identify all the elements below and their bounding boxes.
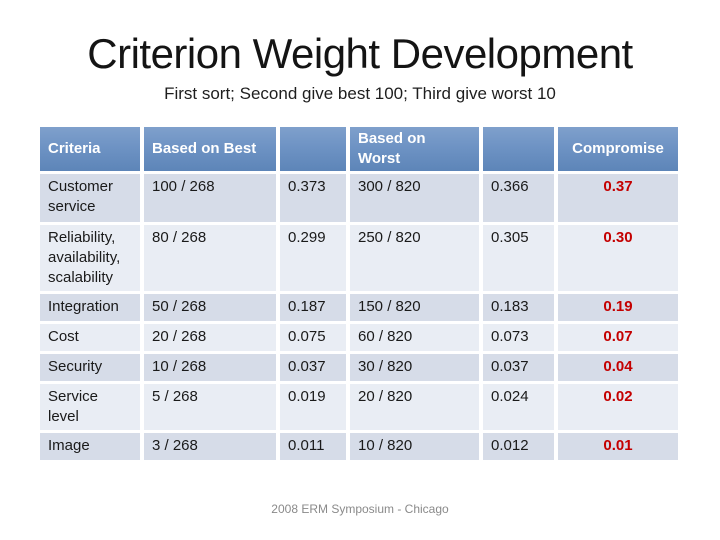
worst-ratio-cell: 0.037: [483, 354, 554, 381]
best-ratio-cell: 0.187: [280, 294, 346, 321]
worst-cell: 150 / 820: [350, 294, 479, 321]
best-ratio-cell: 0.037: [280, 354, 346, 381]
worst-cell: 20 / 820: [350, 384, 479, 430]
slide-footer: 2008 ERM Symposium - Chicago: [271, 502, 449, 516]
compromise-cell: 0.37: [558, 174, 678, 222]
header-based-on-best: Based on Best: [144, 127, 276, 171]
worst-ratio-cell: 0.366: [483, 174, 554, 222]
worst-cell: 30 / 820: [350, 354, 479, 381]
table-row-security: Security 10 / 268 0.037 30 / 820 0.037 0…: [40, 354, 678, 381]
criteria-cell: Service level: [40, 384, 140, 430]
table-row-service-level: Service level 5 / 268 0.019 20 / 820 0.0…: [40, 384, 678, 430]
header-based-on-worst: Based on Worst: [350, 127, 479, 171]
best-ratio-cell: 0.075: [280, 324, 346, 351]
best-ratio-cell: 0.019: [280, 384, 346, 430]
best-cell: 100 / 268: [144, 174, 276, 222]
best-cell: 50 / 268: [144, 294, 276, 321]
best-ratio-cell: 0.373: [280, 174, 346, 222]
slide-subtitle: First sort; Second give best 100; Third …: [164, 84, 556, 103]
slide-title: Criterion Weight Development: [87, 30, 633, 77]
compromise-cell: 0.19: [558, 294, 678, 321]
worst-cell: 300 / 820: [350, 174, 479, 222]
header-worst-ratio: [483, 127, 554, 171]
criteria-cell: Image: [40, 433, 140, 460]
table-header-row: Criteria Based on Best Based on Worst Co…: [40, 127, 678, 171]
compromise-cell: 0.30: [558, 225, 678, 291]
table-row-customer-service: Customer service 100 / 268 0.373 300 / 8…: [40, 174, 678, 222]
worst-ratio-cell: 0.073: [483, 324, 554, 351]
worst-cell: 10 / 820: [350, 433, 479, 460]
table-row-cost: Cost 20 / 268 0.075 60 / 820 0.073 0.07: [40, 324, 678, 351]
worst-ratio-cell: 0.183: [483, 294, 554, 321]
table-row-image: Image 3 / 268 0.011 10 / 820 0.012 0.01: [40, 433, 678, 460]
worst-cell: 60 / 820: [350, 324, 479, 351]
best-cell: 80 / 268: [144, 225, 276, 291]
worst-ratio-cell: 0.024: [483, 384, 554, 430]
best-cell: 3 / 268: [144, 433, 276, 460]
compromise-cell: 0.02: [558, 384, 678, 430]
worst-ratio-cell: 0.305: [483, 225, 554, 291]
best-cell: 10 / 268: [144, 354, 276, 381]
best-cell: 5 / 268: [144, 384, 276, 430]
worst-cell: 250 / 820: [350, 225, 479, 291]
criteria-cell: Reliability, availability, scalability: [40, 225, 140, 291]
compromise-cell: 0.04: [558, 354, 678, 381]
criteria-cell: Customer service: [40, 174, 140, 222]
header-criteria: Criteria: [40, 127, 140, 171]
best-ratio-cell: 0.011: [280, 433, 346, 460]
worst-ratio-cell: 0.012: [483, 433, 554, 460]
header-compromise: Compromise: [558, 127, 678, 171]
best-ratio-cell: 0.299: [280, 225, 346, 291]
compromise-cell: 0.01: [558, 433, 678, 460]
compromise-cell: 0.07: [558, 324, 678, 351]
criteria-cell: Security: [40, 354, 140, 381]
criterion-weight-table: Criteria Based on Best Based on Worst Co…: [36, 124, 682, 463]
table-row-integration: Integration 50 / 268 0.187 150 / 820 0.1…: [40, 294, 678, 321]
criteria-cell: Cost: [40, 324, 140, 351]
criteria-cell: Integration: [40, 294, 140, 321]
best-cell: 20 / 268: [144, 324, 276, 351]
header-best-ratio: [280, 127, 346, 171]
table-row-reliability: Reliability, availability, scalability 8…: [40, 225, 678, 291]
